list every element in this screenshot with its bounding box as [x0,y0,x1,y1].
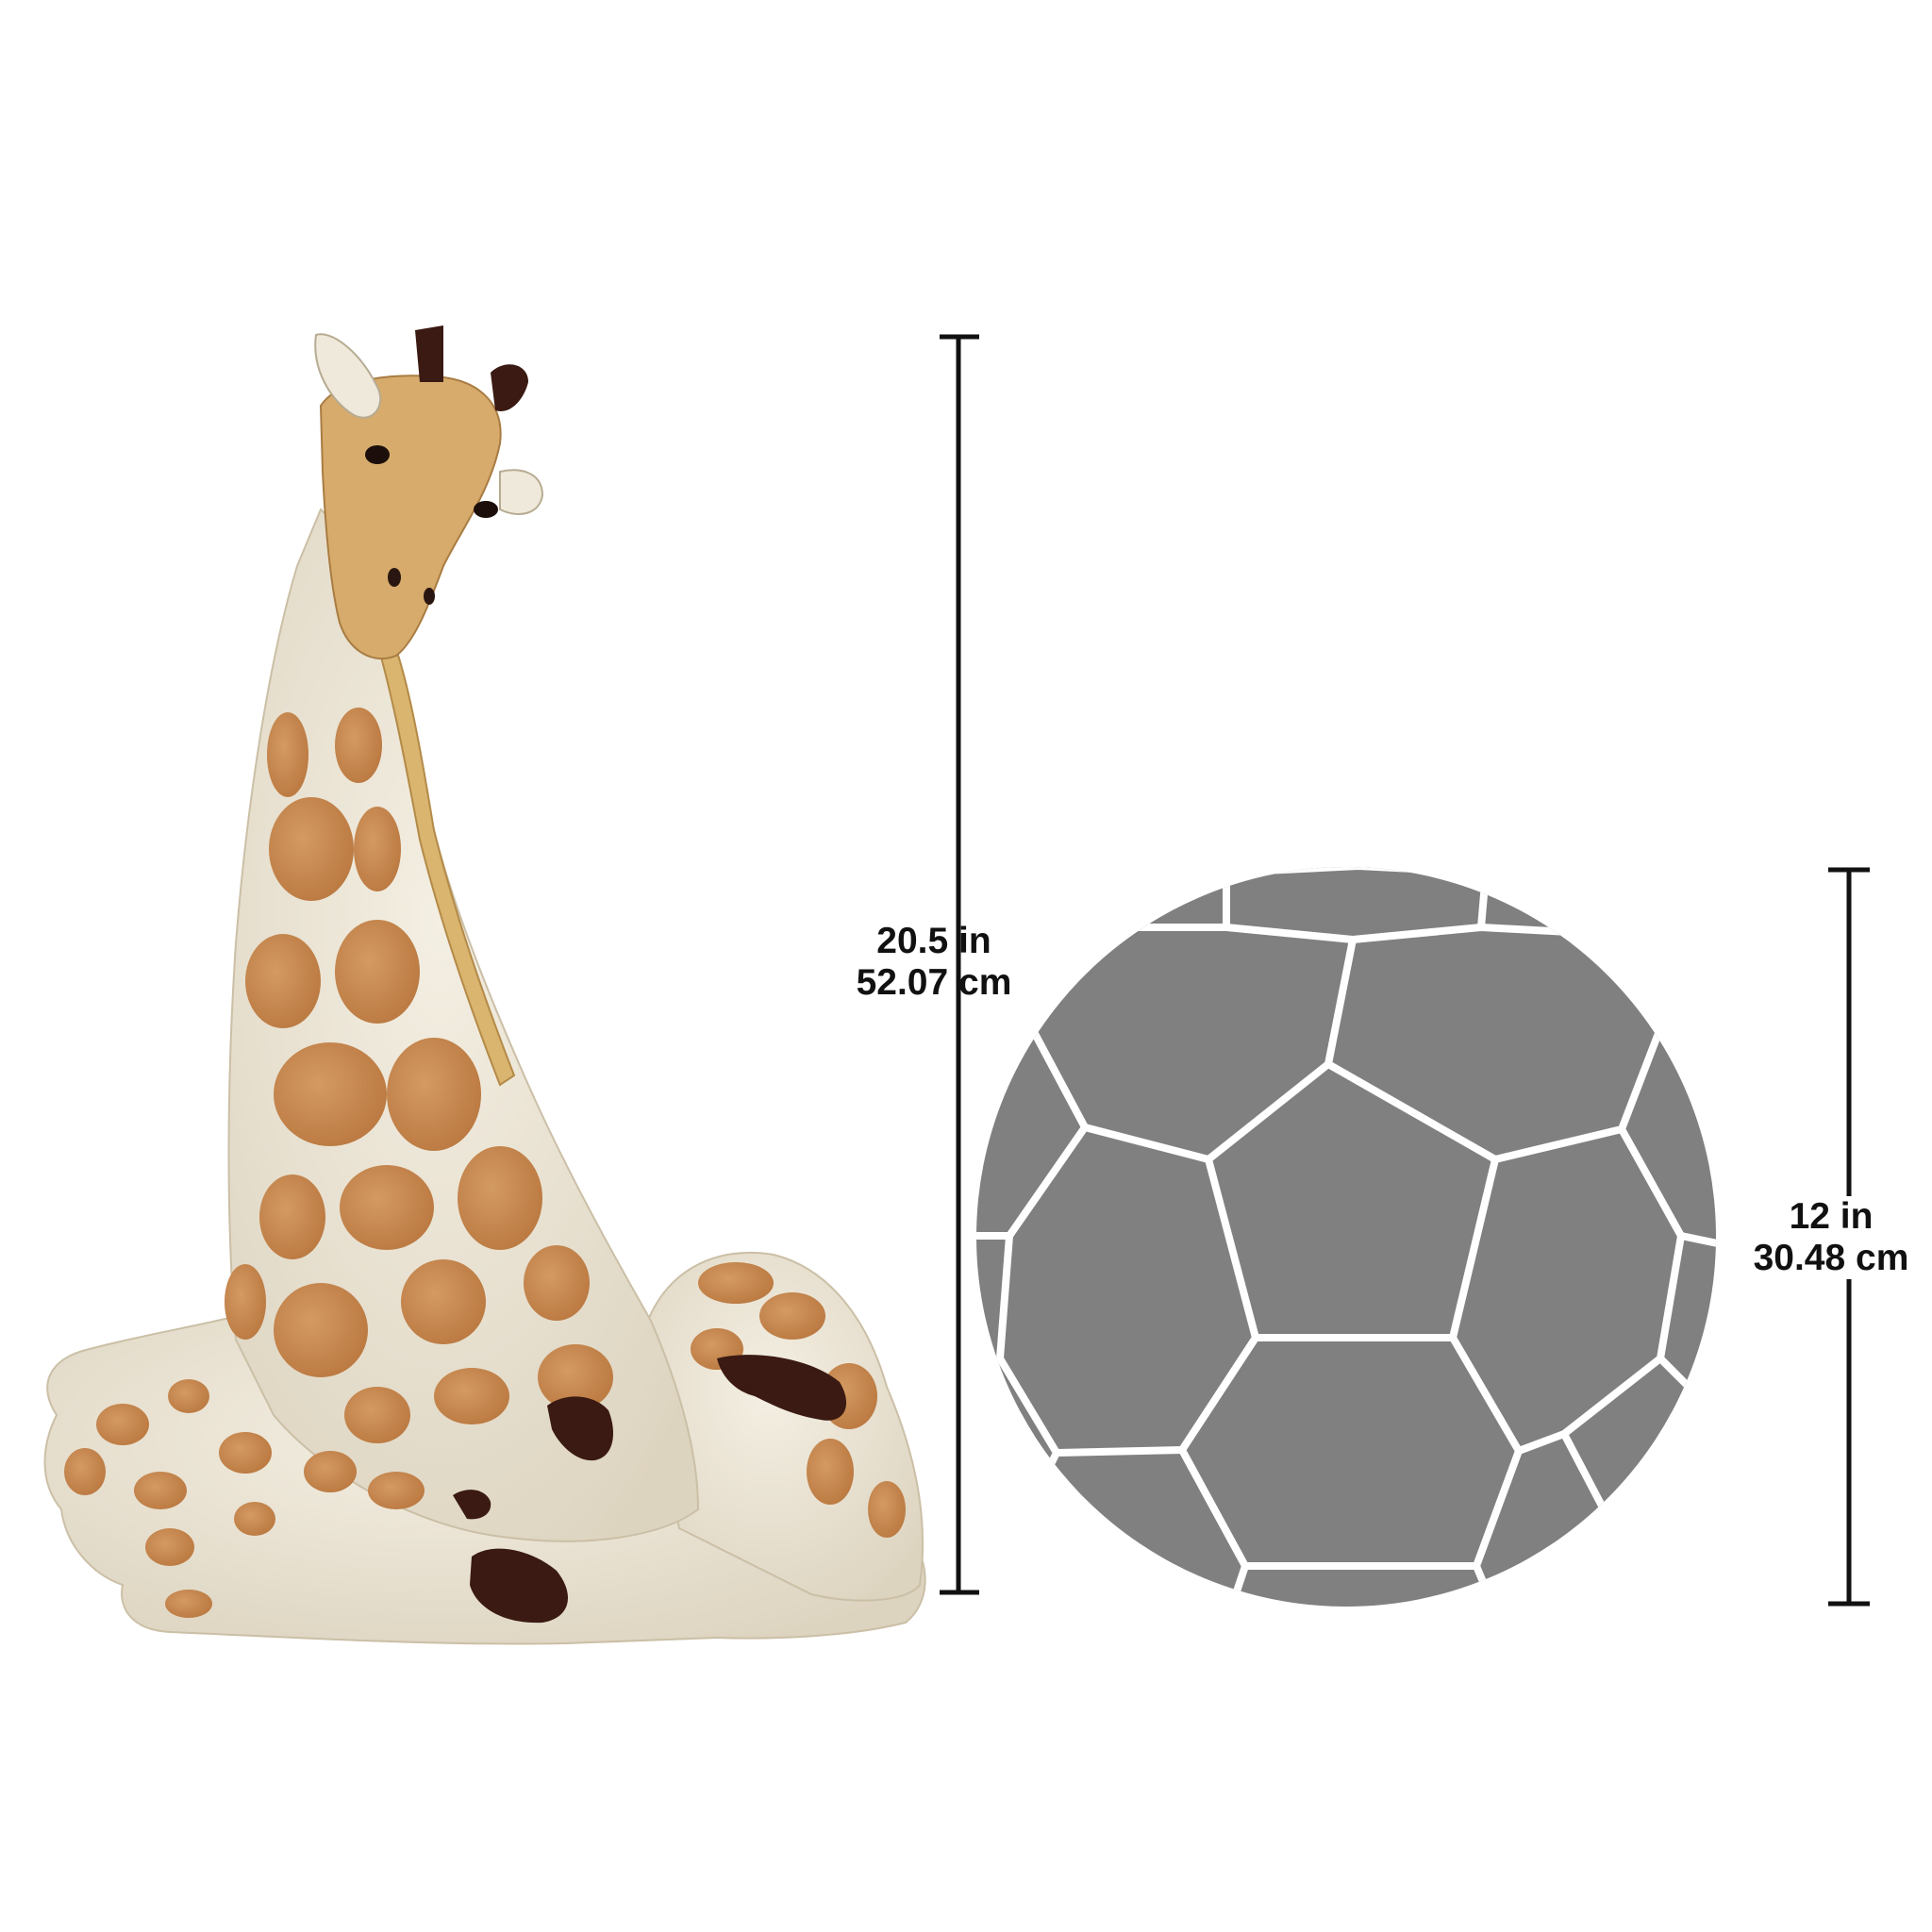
giraffe-tail [717,1355,847,1421]
giraffe-height-imperial: 20.5 in [876,921,991,961]
giraffe-nostril [424,588,435,605]
giraffe-head [319,375,502,660]
giraffe-nostril [388,568,401,587]
giraffe-height-dimension-line [940,334,979,1595]
giraffe-height-metric: 52.07 cm [856,962,1012,1003]
giraffe-ear [314,333,382,419]
ball-height-metric: 30.48 cm [1753,1238,1909,1278]
giraffe-horn [415,325,443,382]
giraffe-ear [499,469,544,515]
soccer-ball-icon [976,867,1716,1607]
giraffe-hoof [470,1548,568,1624]
ball-dimension-label: 12 in 30.48 cm [1732,1196,1930,1279]
giraffe-eye [365,445,390,464]
giraffe-hoof [547,1396,613,1461]
giraffe-spots [64,708,906,1618]
giraffe-eye [474,501,498,518]
giraffe-dimension-label: 20.5 in 52.07 cm [830,921,1038,1004]
giraffe-mane [371,611,516,1087]
giraffe-horn [491,364,528,411]
giraffe-statue-illustration [43,325,926,1645]
giraffe-hoof [453,1490,491,1520]
ball-height-imperial: 12 in [1789,1196,1874,1237]
